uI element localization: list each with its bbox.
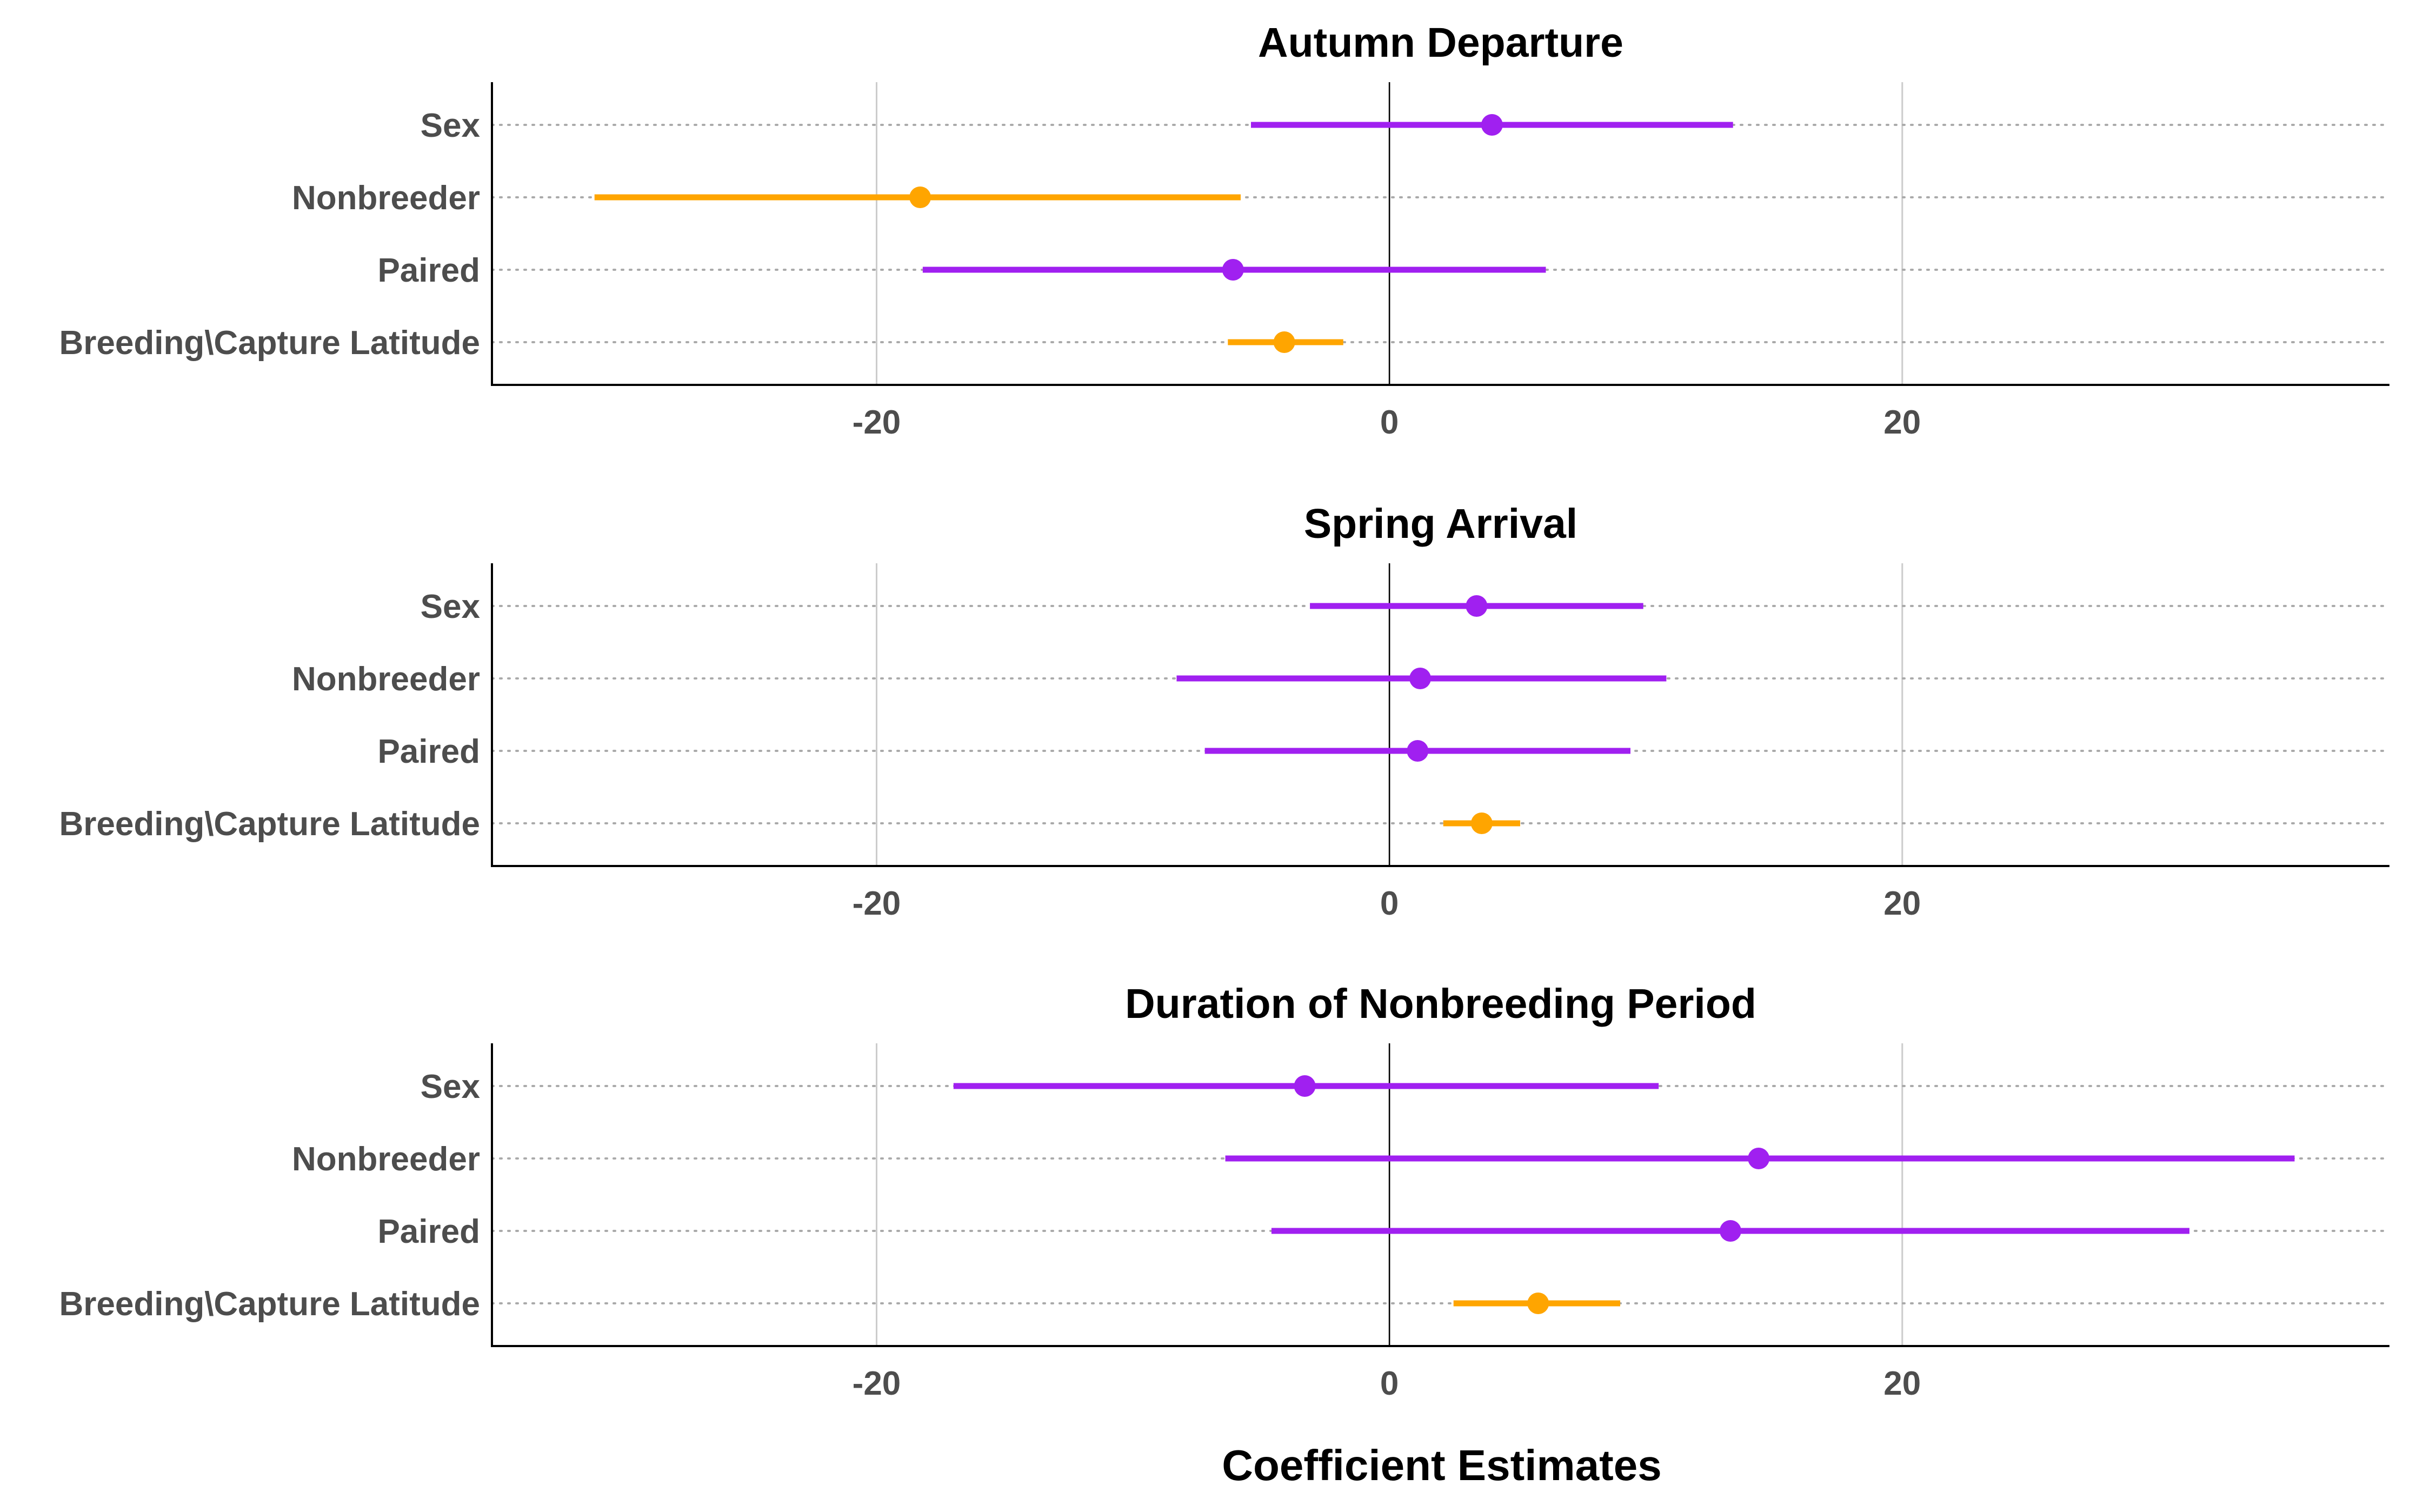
x-tick-label: 0 bbox=[1380, 885, 1399, 922]
y-tick-label: Nonbreeder bbox=[292, 179, 480, 217]
estimate-point bbox=[1466, 595, 1488, 617]
y-tick-label: Nonbreeder bbox=[292, 661, 480, 698]
y-tick-label: Nonbreeder bbox=[292, 1141, 480, 1178]
panel-title: Duration of Nonbreeding Period bbox=[1125, 981, 1756, 1027]
x-tick-label: 20 bbox=[1883, 885, 1921, 922]
estimate-point bbox=[1409, 668, 1432, 689]
x-tick-label: -20 bbox=[853, 1365, 901, 1402]
y-tick-label: Paired bbox=[377, 252, 480, 289]
estimate-point bbox=[1273, 331, 1295, 353]
panel-3: Duration of Nonbreeding Period Sex Nonbree… bbox=[59, 981, 2391, 1402]
y-tick-label: Sex bbox=[421, 107, 481, 144]
y-tick-label: Sex bbox=[421, 1068, 481, 1105]
estimate-point bbox=[1407, 740, 1429, 762]
estimate-point bbox=[1470, 812, 1493, 834]
x-tick-label: 20 bbox=[1883, 1365, 1921, 1402]
estimate-point bbox=[1222, 259, 1244, 281]
y-tick-label: Sex bbox=[421, 588, 481, 625]
y-tick-label: Paired bbox=[377, 733, 480, 770]
estimate-point bbox=[1294, 1075, 1316, 1097]
panel-title: Autumn Departure bbox=[1258, 19, 1623, 66]
x-tick-label: 0 bbox=[1380, 404, 1399, 441]
y-tick-label: Paired bbox=[377, 1213, 480, 1250]
y-tick-label: Breeding\Capture Latitude bbox=[59, 805, 480, 843]
x-tick-label: 20 bbox=[1883, 404, 1921, 441]
estimate-point bbox=[1748, 1148, 1770, 1169]
x-tick-label: -20 bbox=[853, 885, 901, 922]
x-axis-label: Coefficient Estimates bbox=[1222, 1441, 1662, 1489]
y-tick-label: Breeding\Capture Latitude bbox=[59, 324, 480, 362]
panels: Autumn Departure Sex Nonbreeder Paired Breed… bbox=[59, 19, 2391, 1402]
estimate-point bbox=[909, 186, 931, 208]
panel-1: Autumn Departure Sex Nonbreeder Paired Breed… bbox=[59, 19, 2391, 441]
panel-title: Spring Arrival bbox=[1304, 501, 1577, 547]
x-tick-label: -20 bbox=[853, 404, 901, 441]
estimate-point bbox=[1481, 114, 1503, 136]
estimate-point bbox=[1527, 1293, 1549, 1314]
panel-2: Spring Arrival Sex Nonbreeder Paired Breedin… bbox=[59, 501, 2391, 922]
y-tick-label: Breeding\Capture Latitude bbox=[59, 1285, 480, 1323]
estimate-point bbox=[1719, 1220, 1741, 1242]
x-tick-label: 0 bbox=[1380, 1365, 1399, 1402]
